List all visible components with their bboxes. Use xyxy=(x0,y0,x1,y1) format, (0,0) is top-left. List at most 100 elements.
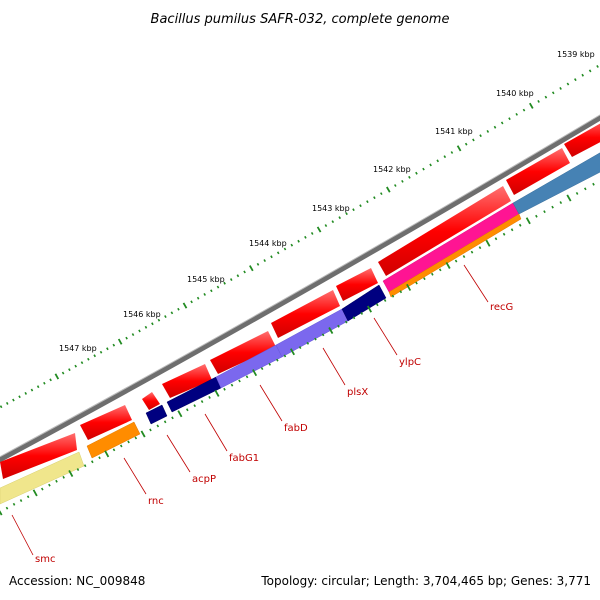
scale-label-1545: 1545 kbp xyxy=(187,275,225,284)
scale-minor-tick xyxy=(157,318,161,322)
scale-minor-tick xyxy=(373,196,376,200)
lower-major-tick xyxy=(566,194,572,202)
lower-major-tick xyxy=(32,489,38,497)
lower-major-tick xyxy=(214,389,220,397)
lower-minor-tick xyxy=(268,362,271,366)
lower-major-tick xyxy=(0,510,3,516)
leader-smc xyxy=(11,514,34,556)
lower-minor-tick xyxy=(48,483,51,487)
gene-label-smc: smc xyxy=(35,554,55,565)
lower-minor-tick xyxy=(5,506,9,510)
lower-minor-tick xyxy=(423,277,426,281)
lower-minor-tick xyxy=(470,250,474,254)
scale-minor-tick xyxy=(324,224,328,227)
scale-label-1546: 1546 kbp xyxy=(123,310,161,319)
scale-minor-tick xyxy=(276,251,280,255)
scale-minor-tick xyxy=(566,82,570,86)
lower-minor-tick xyxy=(415,281,418,285)
scale-minor-tick xyxy=(5,401,9,405)
gene-label-acpP: acpP xyxy=(192,474,216,485)
lower-minor-tick xyxy=(83,464,87,468)
lower-minor-tick xyxy=(200,400,204,403)
lower-major-tick xyxy=(68,469,74,478)
cds-track xyxy=(0,123,600,479)
scale-minor-tick xyxy=(12,398,15,402)
lower-minor-tick xyxy=(306,341,310,345)
cds-arrow xyxy=(210,331,276,374)
lower-minor-tick xyxy=(230,383,234,387)
scale-minor-tick xyxy=(464,142,468,146)
lower-minor-tick xyxy=(19,499,23,502)
genome-summary-text: Topology: circular; Length: 3,704,465 bp… xyxy=(260,574,591,588)
scale-minor-tick xyxy=(229,278,233,281)
scale-minor-tick xyxy=(61,371,65,375)
scale-major-tick xyxy=(456,145,462,152)
gene-label-fabD: fabD xyxy=(284,423,308,434)
gene-label-rnc: rnc xyxy=(148,496,164,507)
scale-minor-tick xyxy=(290,243,294,247)
lower-minor-tick xyxy=(535,214,538,218)
lower-minor-tick xyxy=(376,303,379,307)
scale-minor-tick xyxy=(443,155,447,159)
scale-minor-tick xyxy=(223,281,226,285)
gene-labels: smc rnc acpP fabG1 fabD plsX ylpC recG xyxy=(11,264,513,565)
scale-minor-tick xyxy=(210,289,213,293)
scale-minor-tick xyxy=(256,262,260,266)
scale-minor-tick xyxy=(394,184,397,187)
scale-major-tick xyxy=(182,302,188,309)
gene-bar-rnc xyxy=(86,421,141,459)
lower-minor-tick xyxy=(163,420,167,424)
scale-minor-tick xyxy=(522,108,526,112)
lower-minor-tick xyxy=(584,187,587,191)
scale-minor-tick xyxy=(415,171,418,175)
scale-minor-tick xyxy=(131,333,135,336)
cds-arrow xyxy=(271,290,340,338)
lower-minor-tick xyxy=(592,182,595,186)
lower-minor-tick xyxy=(260,367,264,370)
lower-minor-tick xyxy=(298,346,302,349)
scale-major-tick xyxy=(249,265,254,272)
scale-minor-tick xyxy=(380,192,383,196)
scale-minor-tick xyxy=(243,270,246,274)
scale-minor-tick xyxy=(74,364,77,368)
lower-minor-tick xyxy=(186,408,189,412)
scale-minor-tick xyxy=(24,391,28,395)
scale-minor-tick xyxy=(112,343,116,347)
scale-minor-tick xyxy=(429,163,432,167)
lower-minor-tick xyxy=(149,428,152,432)
scale-minor-tick xyxy=(196,296,200,300)
scale-minor-tick xyxy=(310,232,314,235)
scale-minor-tick xyxy=(263,259,266,262)
gene-bar-recG-lower xyxy=(388,213,522,298)
scale-minor-tick xyxy=(450,151,454,154)
scale-minor-tick xyxy=(479,134,482,138)
cds-arrow xyxy=(336,268,378,301)
lower-minor-tick xyxy=(543,210,546,214)
scale-minor-tick xyxy=(422,167,425,171)
lower-minor-tick xyxy=(91,460,94,464)
scale-label-1544: 1544 kbp xyxy=(249,239,287,248)
scale-minor-tick xyxy=(345,212,348,216)
cds-arrow xyxy=(506,148,570,195)
lower-minor-tick xyxy=(119,444,123,448)
lower-major-tick xyxy=(367,305,372,313)
scale-major-tick xyxy=(316,226,322,233)
lower-major-tick xyxy=(406,283,412,291)
scale-minor-tick xyxy=(436,159,439,163)
scale-minor-tick xyxy=(472,138,475,142)
leader-ylpC xyxy=(373,317,398,356)
scale-minor-tick xyxy=(574,78,577,82)
scale-minor-tick xyxy=(236,274,240,278)
gene-label-fabG1: fabG1 xyxy=(229,453,259,464)
lower-minor-tick xyxy=(518,223,522,227)
gene-label-recG: recG xyxy=(490,302,513,313)
lower-dotted-track xyxy=(0,182,595,516)
scale-minor-tick xyxy=(486,130,490,133)
scale-minor-tick xyxy=(151,322,154,326)
scale-minor-tick xyxy=(338,216,341,220)
scale-minor-tick xyxy=(366,200,369,204)
accession-text: Accession: NC_009848 xyxy=(9,574,145,588)
lower-minor-tick xyxy=(55,479,58,483)
scale-major-tick xyxy=(117,338,123,345)
